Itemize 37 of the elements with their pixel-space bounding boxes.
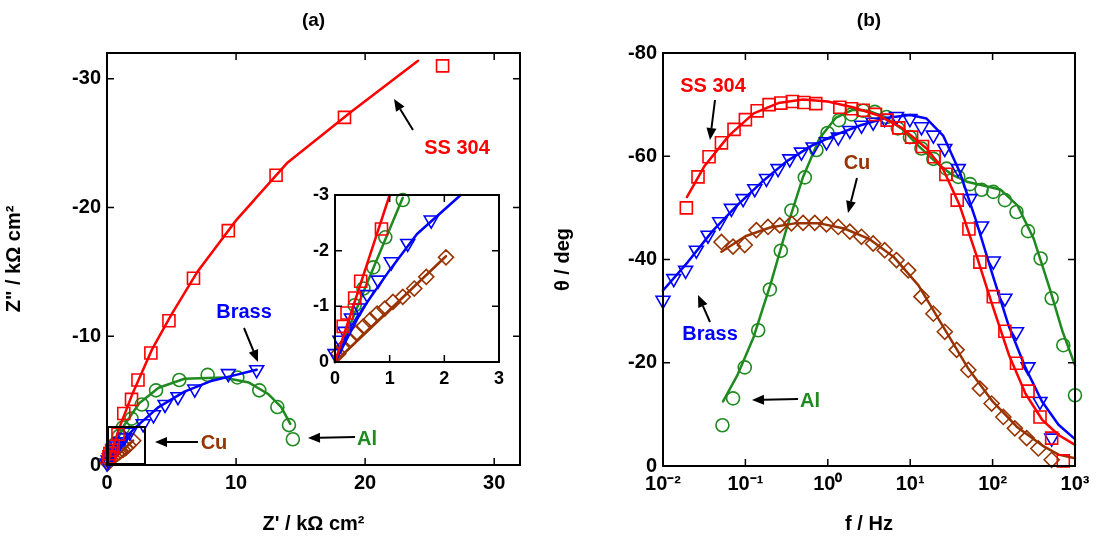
y-tick-label: 0 [89,452,101,475]
y-tick-label: -60 [628,143,657,166]
x-tick-label: 10⁰ [813,471,843,494]
y-tick-label: -1 [312,295,329,316]
text: Al [800,388,820,412]
y-tick-label: 0 [318,350,329,371]
x-tick-label: 10³ [1060,471,1090,494]
y-tick-label: -30 [72,66,101,89]
x-axis-title: f / Hz [845,511,893,534]
x-tick-label: 1 [384,367,395,388]
chart-title: (b) [856,9,882,31]
y-tick-label: -80 [628,40,657,63]
y-tick-label: -10 [72,323,101,346]
y-tick-label: -20 [628,350,657,373]
x-tick-label: 3 [493,367,504,388]
y-axis-title: Z" / kΩ cm² [1,205,24,313]
series-label: Brass [682,321,738,345]
text: Brass [216,299,272,323]
text: Cu [843,150,871,174]
y-tick-label: -20 [72,195,101,218]
chart-title: (a) [301,9,326,31]
x-tick-label: 20 [354,470,377,493]
x-tick-label: 10⁻¹ [727,471,764,494]
x-tick-label: 30 [483,470,506,493]
series-label: SS 304 [680,73,746,97]
x-tick-label: 2 [439,367,450,388]
x-tick-label: 10 [224,470,248,493]
y-axis-title: θ / deg [550,227,573,292]
y-tick-label: -3 [312,183,329,204]
text: SS 304 [424,135,490,159]
x-tick-label: 10² [978,471,1008,494]
text: Al [357,426,377,450]
y-tick-label: -2 [312,239,329,260]
text: Cu [200,430,228,454]
x-axis-title: Z' / kΩ cm² [262,511,365,534]
y-tick-label: -40 [628,247,657,270]
x-tick-label: 10¹ [895,471,925,494]
